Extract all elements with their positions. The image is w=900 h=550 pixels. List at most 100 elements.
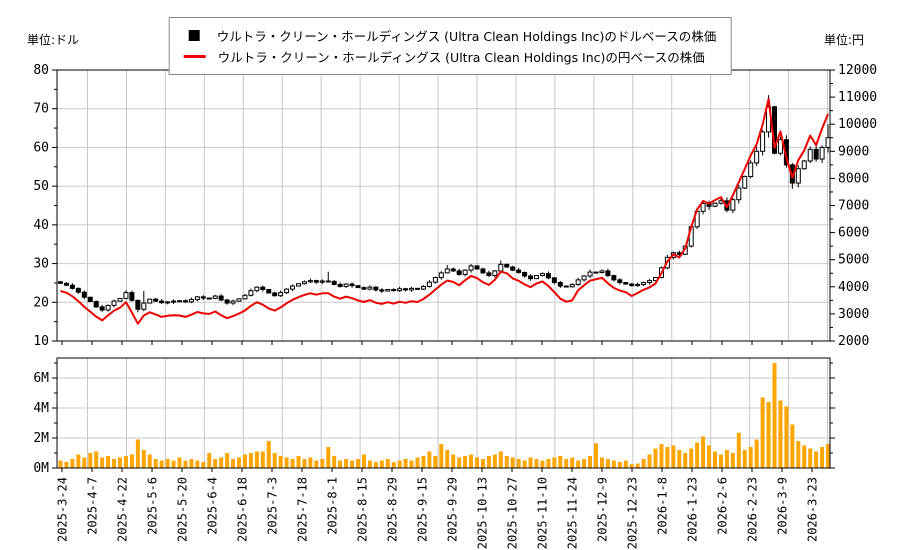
volume-bar: [445, 450, 450, 468]
candle: [647, 280, 653, 284]
volume-bar: [201, 462, 206, 468]
candle: [248, 290, 254, 296]
volume-bar: [713, 451, 717, 468]
candle: [522, 271, 528, 277]
candle: [474, 265, 480, 270]
volume-bar: [486, 456, 491, 468]
tick-label: 2026-1-8: [656, 477, 670, 535]
candle: [641, 282, 647, 285]
candle: [599, 270, 605, 273]
candle: [212, 295, 218, 299]
candle: [760, 131, 766, 152]
volume-bar: [641, 459, 646, 468]
tick-label: 12000: [838, 63, 877, 78]
candle: [171, 300, 177, 303]
volume-bar: [361, 454, 366, 468]
tick-label: 5000: [838, 253, 869, 268]
tick-label: 2025-10-13: [476, 477, 490, 549]
candle: [557, 282, 563, 287]
candle: [468, 265, 474, 271]
candle: [194, 296, 200, 301]
volume-bar: [379, 460, 384, 468]
volume-bar: [278, 456, 283, 468]
volume-bar: [326, 447, 331, 468]
volume-bar: [70, 459, 75, 468]
candle: [819, 146, 825, 160]
volume-bar: [677, 450, 682, 468]
volume-bar: [582, 459, 587, 468]
volume-bar: [558, 456, 563, 468]
candle: [623, 282, 629, 285]
volume-bar: [796, 441, 801, 468]
volume-bar: [106, 456, 111, 468]
candle: [290, 285, 296, 290]
candle: [307, 280, 313, 283]
volume-bar: [623, 460, 628, 468]
tick-label: 7000: [838, 199, 869, 214]
candle: [182, 300, 188, 303]
volume-bar: [492, 454, 497, 468]
volume-bar: [302, 459, 307, 468]
tick-label: 2025-5-20: [176, 477, 190, 542]
volume-bar: [742, 450, 747, 468]
tick-label: 11000: [838, 90, 877, 105]
left-axis-unit-label: 単位:ドル: [27, 33, 80, 47]
candle: [813, 148, 819, 160]
candle: [206, 297, 212, 300]
candle: [81, 291, 87, 298]
volume-bar: [748, 447, 753, 468]
volume-bar: [356, 459, 360, 468]
volume-bar: [141, 450, 146, 468]
volume-bar: [135, 439, 140, 468]
candle: [462, 269, 468, 275]
volume-bar: [772, 363, 777, 468]
volume-bar: [546, 459, 551, 468]
candle: [379, 289, 385, 292]
candle: [581, 275, 587, 281]
candle: [331, 280, 337, 285]
tick-label: 10: [33, 334, 49, 349]
candle: [587, 271, 593, 277]
volume-bar: [284, 457, 289, 468]
candle: [563, 285, 569, 288]
candle: [456, 270, 462, 275]
candle: [254, 286, 260, 292]
candle: [617, 279, 623, 284]
candle: [432, 277, 438, 283]
volume-bar: [534, 459, 539, 468]
volume-bar: [159, 460, 164, 468]
candle: [153, 298, 159, 302]
volume-bar: [522, 460, 527, 468]
volume-bar: [480, 459, 485, 468]
volume-bar: [338, 460, 343, 468]
tick-label: 20: [33, 295, 49, 310]
volume-bar: [653, 448, 658, 468]
volume-bar: [629, 464, 634, 468]
yen-line-series: [60, 98, 830, 325]
candle: [301, 281, 307, 285]
tick-label: 2025-8-1: [326, 477, 340, 535]
candle: [75, 287, 81, 293]
jpy-series-line-marker: [183, 55, 206, 58]
candle: [534, 275, 539, 280]
volume-bar: [118, 457, 122, 468]
candle: [319, 280, 325, 283]
volume-bar: [129, 454, 134, 468]
candle: [111, 300, 117, 306]
volume-bar: [451, 454, 456, 468]
volume-bar: [58, 460, 63, 468]
tick-label: 2025-9-29: [446, 477, 460, 542]
tick-label: 2025-4-22: [116, 477, 130, 542]
candle: [141, 302, 147, 310]
yen-price-line: [60, 98, 830, 325]
candle: [218, 295, 224, 301]
volume-bar: [314, 460, 319, 468]
candle: [551, 277, 557, 284]
candle: [105, 304, 111, 311]
volume-bar: [123, 456, 128, 468]
volume-bar: [290, 459, 295, 468]
tick-label: 2026-3-9: [776, 477, 790, 535]
candle: [486, 272, 492, 277]
candle: [611, 275, 617, 281]
volume-bar: [617, 462, 622, 468]
